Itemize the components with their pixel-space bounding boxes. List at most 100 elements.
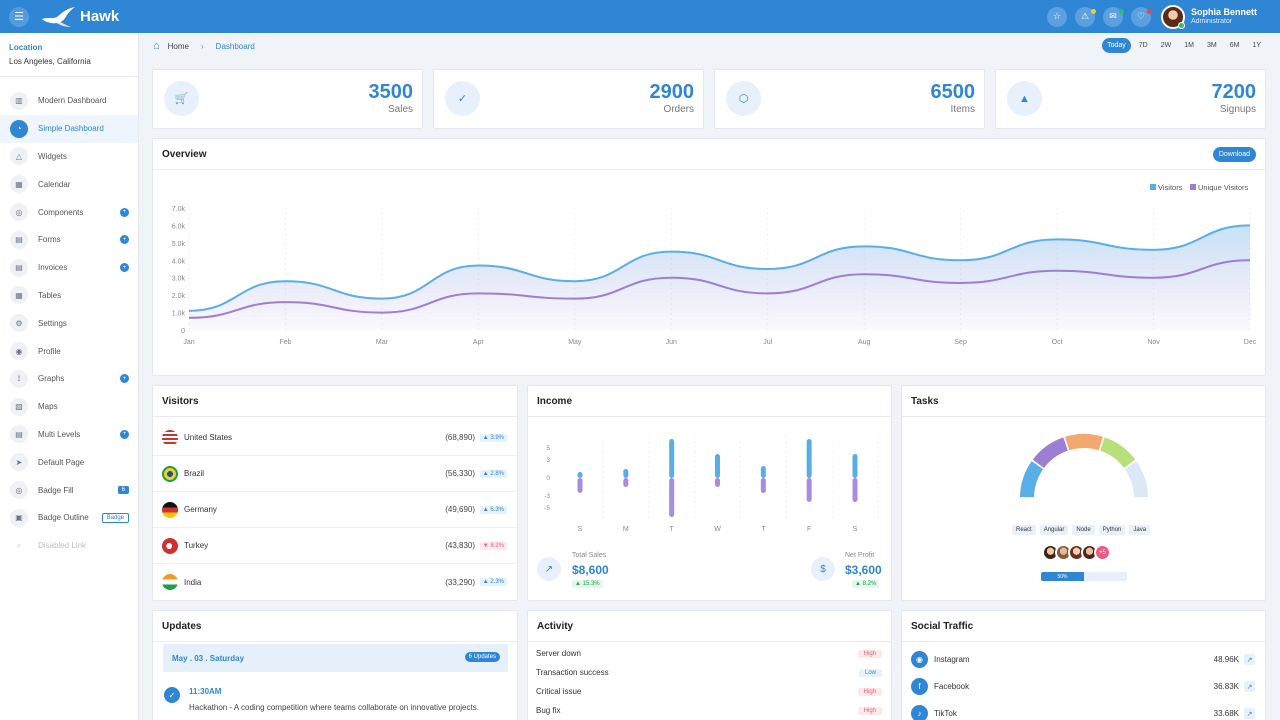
range-tab-6m[interactable]: 6M — [1229, 42, 1240, 49]
favorites-button[interactable]: ☆ — [1046, 6, 1067, 27]
y-tick-label: -5 — [544, 505, 550, 512]
activity-row[interactable]: Transaction success Low — [528, 663, 891, 682]
social-row[interactable]: ♪ TikTok 33.68K ↗ — [902, 700, 1265, 720]
x-tick-label: Feb — [279, 339, 291, 346]
badge-outline-icon: ▣ — [10, 508, 28, 527]
sidebar-item-graphs[interactable]: ⟟ Graphs + — [0, 365, 138, 393]
range-tab-3m[interactable]: 3M — [1206, 42, 1217, 49]
sidebar-item-maps[interactable]: ▧ Maps — [0, 393, 138, 421]
stat-value: 3500 — [368, 81, 414, 103]
range-tab-7d[interactable]: 7D — [1138, 42, 1148, 49]
social-name: TikTok — [934, 709, 957, 718]
social-traffic-title: Social Traffic — [911, 620, 974, 632]
expand-indicator: + — [120, 374, 129, 384]
heart-icon: ♡ — [1136, 11, 1146, 21]
social-row[interactable]: ◉ Instagram 48.96K ↗ — [902, 646, 1265, 673]
range-tab-today[interactable]: Today — [1102, 38, 1131, 53]
visitors-header: Visitors — [153, 386, 517, 417]
update-time: 11:30AM — [189, 687, 222, 696]
warning-icon: ⚠ — [1080, 11, 1090, 21]
net-profit-value: $3,600 — [845, 563, 882, 577]
home-icon[interactable]: ⌂ — [153, 40, 160, 52]
tasks-card: Tasks React Angular Node Python Java +5 50% — [901, 385, 1266, 601]
notifications-button[interactable]: ♡ — [1130, 6, 1152, 27]
y-tick-label: 0 — [546, 475, 550, 482]
activity-row[interactable]: Bug fix High — [528, 701, 891, 720]
social-row[interactable]: f Facebook 36.83K ↗ — [902, 673, 1265, 700]
app-logo[interactable]: Hawk — [41, 5, 119, 29]
activity-card: Activity Server down High Transaction succ… — [527, 610, 892, 720]
arrow-up-right-icon[interactable]: ↗ — [1244, 681, 1255, 692]
sidebar-item-multi-levels[interactable]: ▤ Multi Levels + — [0, 421, 138, 449]
user-icon: ◉ — [10, 342, 28, 361]
stat-card-signups[interactable]: ▲ 7200 Signups — [995, 69, 1266, 129]
updates-header: Updates — [153, 611, 517, 642]
income-bar-positive — [806, 439, 812, 478]
visitor-country: Germany — [184, 505, 217, 514]
invoice-icon: ▤ — [10, 258, 28, 277]
more-avatars-badge[interactable]: +5 — [1094, 544, 1111, 561]
social-value: 48.96K — [1213, 655, 1239, 664]
range-tab-1m[interactable]: 1M — [1184, 42, 1194, 49]
sidebar-item-calendar[interactable]: ▦ Calendar — [0, 170, 138, 198]
download-button[interactable]: Download — [1212, 147, 1256, 162]
gauge-slice-react — [1020, 461, 1044, 498]
range-tab-2w[interactable]: 2W — [1160, 42, 1172, 49]
sidebar-item-invoices[interactable]: ▤ Invoices + — [0, 254, 138, 282]
sidebar-item-modern-dashboard[interactable]: ▥ Modern Dashboard — [0, 87, 138, 115]
tasks-gauge-chart — [1020, 434, 1148, 498]
stat-value: 6500 — [930, 81, 976, 103]
messages-button[interactable]: ✉ — [1102, 6, 1124, 27]
arrow-up-right-icon[interactable]: ↗ — [1244, 654, 1255, 665]
alerts-button[interactable]: ⚠ — [1074, 6, 1096, 27]
x-tick-label: S — [578, 526, 583, 533]
sidebar-item-profile[interactable]: ◉ Profile — [0, 337, 138, 365]
arrow-up-right-icon[interactable]: ↗ — [1244, 708, 1255, 719]
team-avatars[interactable]: +5 — [1042, 544, 1111, 561]
range-tab-1y[interactable]: 1Y — [1252, 42, 1261, 49]
activity-row[interactable]: Critical issue High — [528, 682, 891, 701]
expand-indicator: + — [120, 263, 129, 273]
visitor-delta-badge: ▼ 8.2% — [479, 541, 507, 550]
sidebar-item-tables[interactable]: ▦ Tables — [0, 282, 138, 310]
sidebar-item-widgets[interactable]: △ Widgets — [0, 143, 138, 171]
income-bar-negative — [577, 478, 583, 493]
sidebar-item-components[interactable]: ◎ Components + — [0, 198, 138, 226]
y-tick-label: 1.0k — [172, 311, 186, 318]
visitor-country: United States — [184, 433, 233, 442]
x-tick-label: M — [623, 526, 629, 533]
sidebar-item-badge-fill[interactable]: ◎ Badge Fill 6 — [0, 476, 138, 504]
stat-label: Items — [950, 104, 975, 115]
dollar-icon: $ — [811, 557, 835, 581]
income-card: Income 5 3 0 -3 -5 S M T W T F S ↗ Total Sales $8,6… — [527, 385, 892, 601]
task-tag-react: React — [1012, 525, 1036, 535]
sidebar-item-simple-dashboard[interactable]: ◔ Simple Dashboard — [0, 114, 138, 143]
sidebar-item-forms[interactable]: ▤ Forms + — [0, 226, 138, 254]
hawk-logo-icon — [42, 6, 75, 27]
sidebar-item-settings[interactable]: ⚙ Settings — [0, 309, 138, 337]
breadcrumb-current: Dashboard — [215, 41, 255, 51]
stat-card-items[interactable]: ⬡ 6500 Items — [714, 69, 985, 129]
visitor-country: Turkey — [184, 541, 209, 550]
badge-outline: Badge — [101, 512, 129, 523]
y-tick-label: 3 — [546, 457, 550, 464]
x-tick-label: F — [807, 526, 811, 533]
stat-label: Orders — [663, 104, 694, 115]
stat-card-sales[interactable]: 🛒 3500 Sales — [152, 69, 423, 129]
hamburger-icon: ☰ — [14, 11, 24, 23]
flag-in-icon — [162, 574, 178, 590]
activity-label: Critical issue — [536, 687, 582, 696]
sidebar-item-badge-outline[interactable]: ▣ Badge Outline Badge — [0, 504, 138, 532]
menu-toggle-button[interactable]: ☰ — [9, 6, 29, 27]
gauge-slice-node — [1065, 434, 1103, 451]
sidebar-item-label: Badge Outline — [38, 513, 89, 523]
stat-card-orders[interactable]: ✓ 2900 Orders — [433, 69, 704, 129]
visitors-title: Visitors — [162, 395, 199, 407]
activity-row[interactable]: Server down High — [528, 644, 891, 663]
breadcrumb-home[interactable]: Home — [167, 41, 189, 51]
user-avatar[interactable] — [1160, 4, 1185, 29]
sidebar-item-default-page[interactable]: ➤ Default Page — [0, 448, 138, 476]
y-tick-label: 6.0k — [172, 223, 186, 230]
user-menu[interactable]: Sophia Bennett Administrator — [1191, 7, 1257, 25]
tiktok-icon: ♪ — [911, 705, 928, 720]
